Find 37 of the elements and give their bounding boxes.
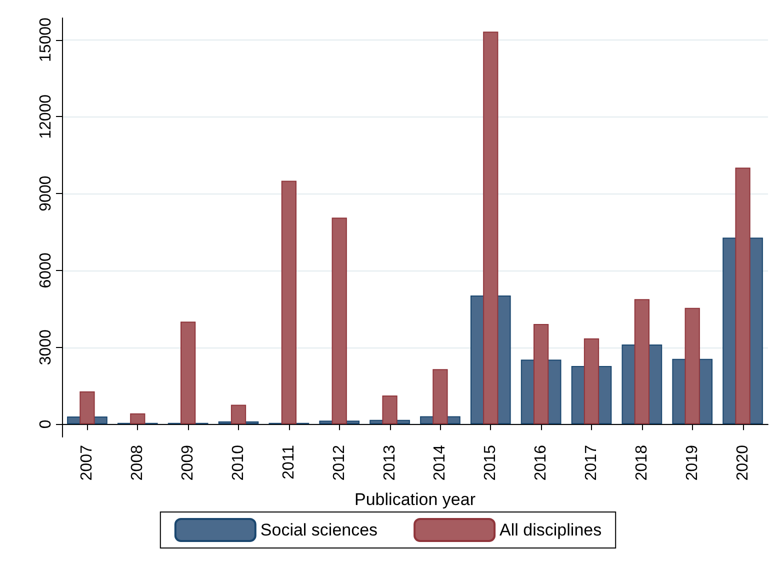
y-tick-label: 3000 (38, 329, 54, 366)
x-tick-label: 2016 (532, 444, 550, 481)
bar (483, 32, 498, 424)
y-tick-label: 6000 (38, 252, 54, 288)
x-tick-label: 2012 (330, 444, 348, 481)
y-tick-label: 12000 (38, 94, 54, 139)
x-tick-label: 2011 (280, 444, 298, 480)
y-tick-label: 0 (38, 420, 54, 429)
x-tick-label: 2018 (633, 444, 650, 481)
x-tick-label: 2014 (432, 444, 449, 481)
bar (80, 391, 95, 424)
x-tick-label: 2019 (684, 444, 701, 481)
x-tick-label: 2015 (482, 444, 500, 481)
bar (130, 413, 146, 424)
bar (230, 404, 246, 424)
legend-label: All disciplines (500, 520, 602, 540)
bar (534, 324, 549, 424)
x-tick-label: 2007 (78, 444, 96, 481)
y-tick-label: 15000 (38, 17, 54, 62)
x-axis-title: Publication year (354, 490, 476, 509)
legend-label: Social sciences (260, 520, 378, 540)
x-tick-label: 2017 (583, 444, 600, 481)
bar (634, 299, 650, 424)
bar (735, 168, 750, 424)
bar (432, 369, 448, 424)
bar (180, 322, 196, 424)
bar (684, 308, 700, 424)
bar (332, 218, 347, 424)
bar (584, 338, 600, 424)
x-tick-label: 2008 (129, 444, 146, 481)
x-tick-label: 2010 (230, 444, 247, 481)
bar (382, 395, 398, 424)
x-tick-label: 2020 (734, 444, 752, 481)
x-tick-label: 2013 (381, 444, 398, 481)
bar (281, 180, 296, 424)
x-tick-label: 2009 (180, 444, 197, 481)
y-tick-label: 9000 (38, 176, 54, 212)
